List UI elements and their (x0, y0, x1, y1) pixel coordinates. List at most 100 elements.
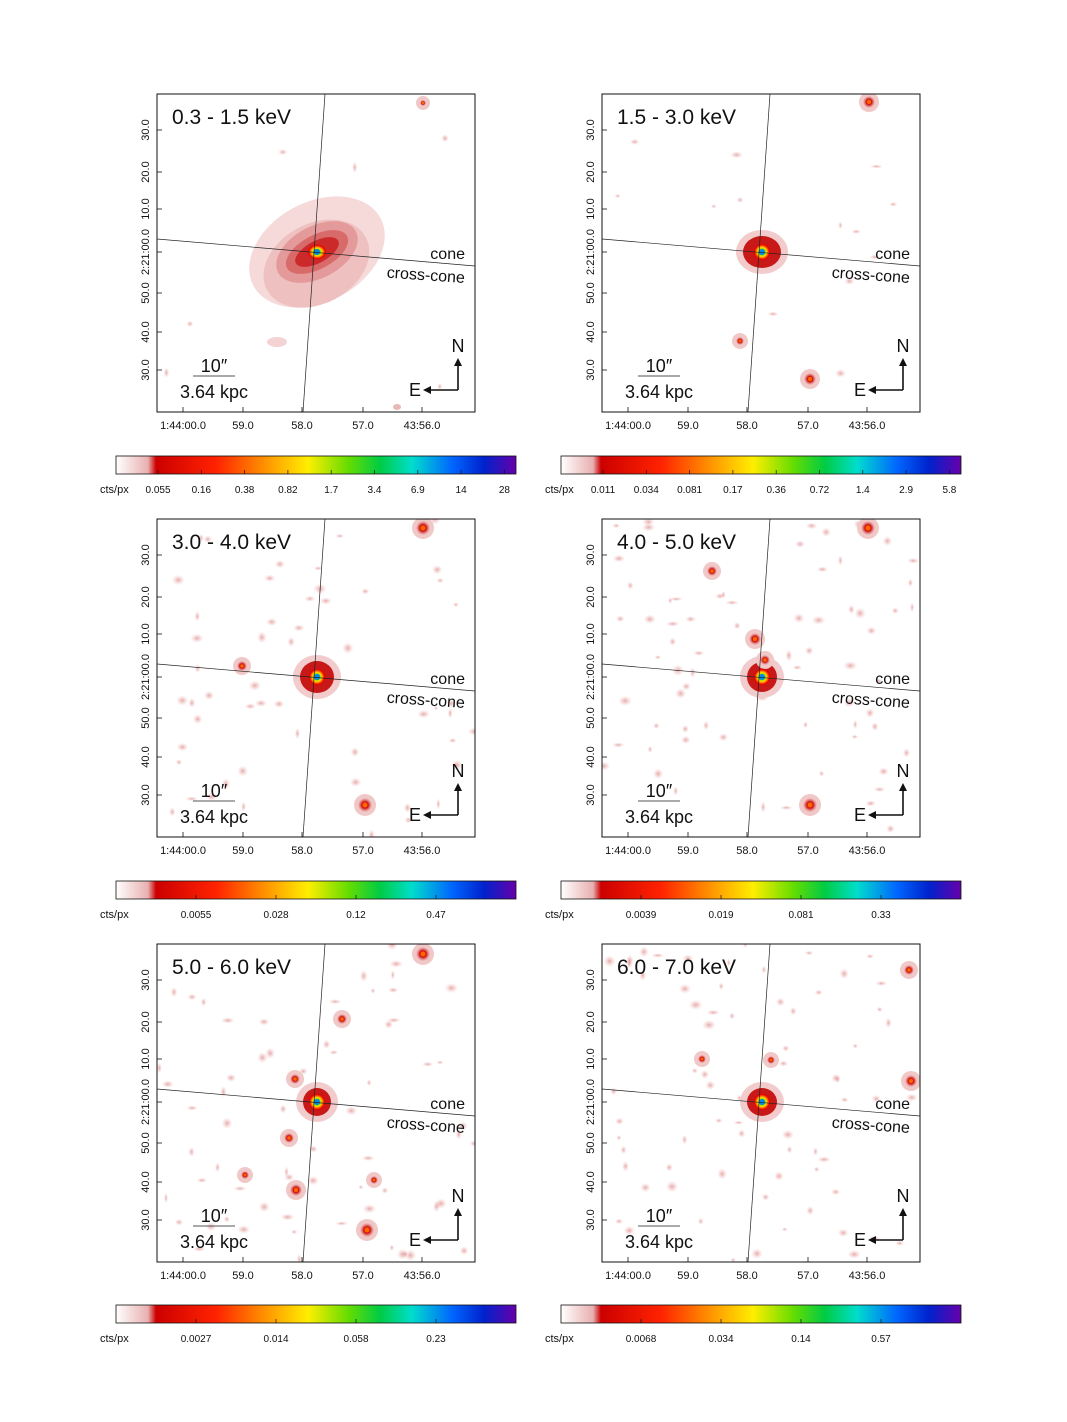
noise-blob (902, 748, 911, 758)
noise-blob (457, 1121, 468, 1131)
noise-blob (813, 1166, 820, 1173)
noise-blob (804, 950, 814, 956)
colorbar-3: cts/px 0.0055 0.028 0.12 0.47 (100, 880, 517, 921)
noise-blob (403, 802, 412, 813)
colorbar-1: cts/px 0.055 0.16 0.38 0.82 1.7 3.4 6.9 14 28 (100, 455, 517, 496)
noise-blob (818, 770, 825, 777)
noise-blob (852, 719, 858, 730)
noise-blob (775, 997, 786, 1007)
cross-cone-label: cross-cone (386, 690, 465, 712)
noise-blob (647, 745, 653, 754)
noise-blob (349, 777, 362, 787)
y-tick-label: 40.0 (585, 1171, 597, 1192)
colorbar-tick-label: 0.36 (766, 485, 786, 496)
y-tick-label: 2:21:00.0 (140, 1079, 152, 1125)
noise-blob (402, 1250, 408, 1258)
noise-blob (417, 709, 431, 719)
noise-blob (361, 588, 370, 595)
x-tick-label: 58.0 (291, 845, 312, 857)
scale-angular: 10″ (646, 781, 673, 801)
noise-blob (854, 607, 866, 619)
noise-blob (294, 727, 301, 740)
noise-blob (885, 1017, 892, 1029)
y-tick-label: 30.0 (585, 784, 597, 805)
noise-blob (737, 1129, 746, 1138)
noise-blob (851, 734, 859, 740)
noise-blob (865, 708, 875, 718)
noise-blob (157, 1062, 162, 1074)
noise-blob (681, 1134, 688, 1145)
noise-blob (804, 646, 814, 655)
noise-blob (839, 968, 849, 980)
noise-blob (610, 1087, 617, 1096)
colorbar-gradient (560, 1304, 962, 1324)
x-tick-label: 59.0 (232, 845, 253, 857)
noise-blob (273, 700, 285, 708)
noise-blob (308, 1145, 318, 1153)
noise-blob (358, 1184, 364, 1190)
noise-blob (875, 678, 883, 684)
xray-image (602, 94, 920, 412)
y-tick-label: 10.0 (585, 198, 597, 219)
colorbar-tick-label: 0.57 (871, 1334, 891, 1345)
noise-blob (779, 805, 793, 810)
noise-blob (387, 987, 399, 993)
noise-blob (602, 761, 611, 771)
noise-blob (384, 1020, 394, 1029)
y-tick-label: 50.0 (585, 1132, 597, 1153)
scale-bar: 10″ 3.64 kpc (625, 781, 693, 827)
compass-east: E (409, 380, 421, 400)
noise-blob (342, 642, 354, 655)
noise-blob (728, 1012, 736, 1020)
noise-blob (697, 1217, 704, 1225)
noise-blob (847, 1249, 861, 1259)
x-tick-label: 57.0 (352, 845, 373, 857)
x-tick-label: 59.0 (232, 420, 253, 432)
band-label: 4.0 - 5.0 keV (617, 531, 736, 554)
noise-blob (359, 970, 368, 982)
y-tick-label: 20.0 (140, 586, 152, 607)
noise-blob (654, 655, 662, 660)
noise-blob (455, 1129, 462, 1140)
noise-blob (279, 1104, 287, 1114)
noise-blob (700, 1069, 710, 1080)
scale-angular: 10″ (201, 781, 228, 801)
noise-blob (802, 721, 809, 729)
x-tick-label: 59.0 (677, 845, 698, 857)
noise-blob (171, 574, 185, 586)
cone-axis-line (157, 1088, 475, 1117)
y-tick-label: 40.0 (140, 1171, 152, 1192)
noise-blob (198, 533, 204, 543)
colorbar-tick-label: 0.72 (810, 485, 830, 496)
noise-blob (237, 765, 249, 777)
y-tick-label: 30.0 (585, 119, 597, 140)
compass: NE (409, 336, 465, 400)
scale-physical: 3.64 kpc (180, 1232, 248, 1252)
noise-blob (767, 311, 779, 317)
y-tick-label: 50.0 (140, 282, 152, 303)
y-tick-label: 30.0 (140, 544, 152, 565)
noise-blob (674, 688, 687, 699)
noise-blob (187, 993, 197, 1001)
compass-east: E (854, 805, 866, 825)
y-tick-label: 50.0 (140, 707, 152, 728)
noise-blob (170, 986, 178, 998)
scale-physical: 3.64 kpc (625, 807, 693, 827)
noise-blob (322, 1039, 331, 1050)
cross-cone-axis-line (302, 944, 326, 1262)
colorbar-4: cts/px 0.0039 0.019 0.081 0.33 (545, 880, 962, 921)
noise-blob (848, 604, 855, 615)
noise-blob (447, 699, 455, 708)
x-tick-label: 43:56.0 (849, 1270, 886, 1282)
noise-blob (751, 1248, 763, 1260)
y-tick-label: 10.0 (140, 198, 152, 219)
noise-blob (838, 221, 843, 230)
noise-blob (742, 944, 748, 949)
cross-cone-label: cross-cone (831, 265, 910, 287)
plot-frame (601, 943, 921, 1263)
noise-blob (441, 134, 449, 143)
noise-blob (188, 697, 196, 708)
xray-image (157, 94, 475, 412)
